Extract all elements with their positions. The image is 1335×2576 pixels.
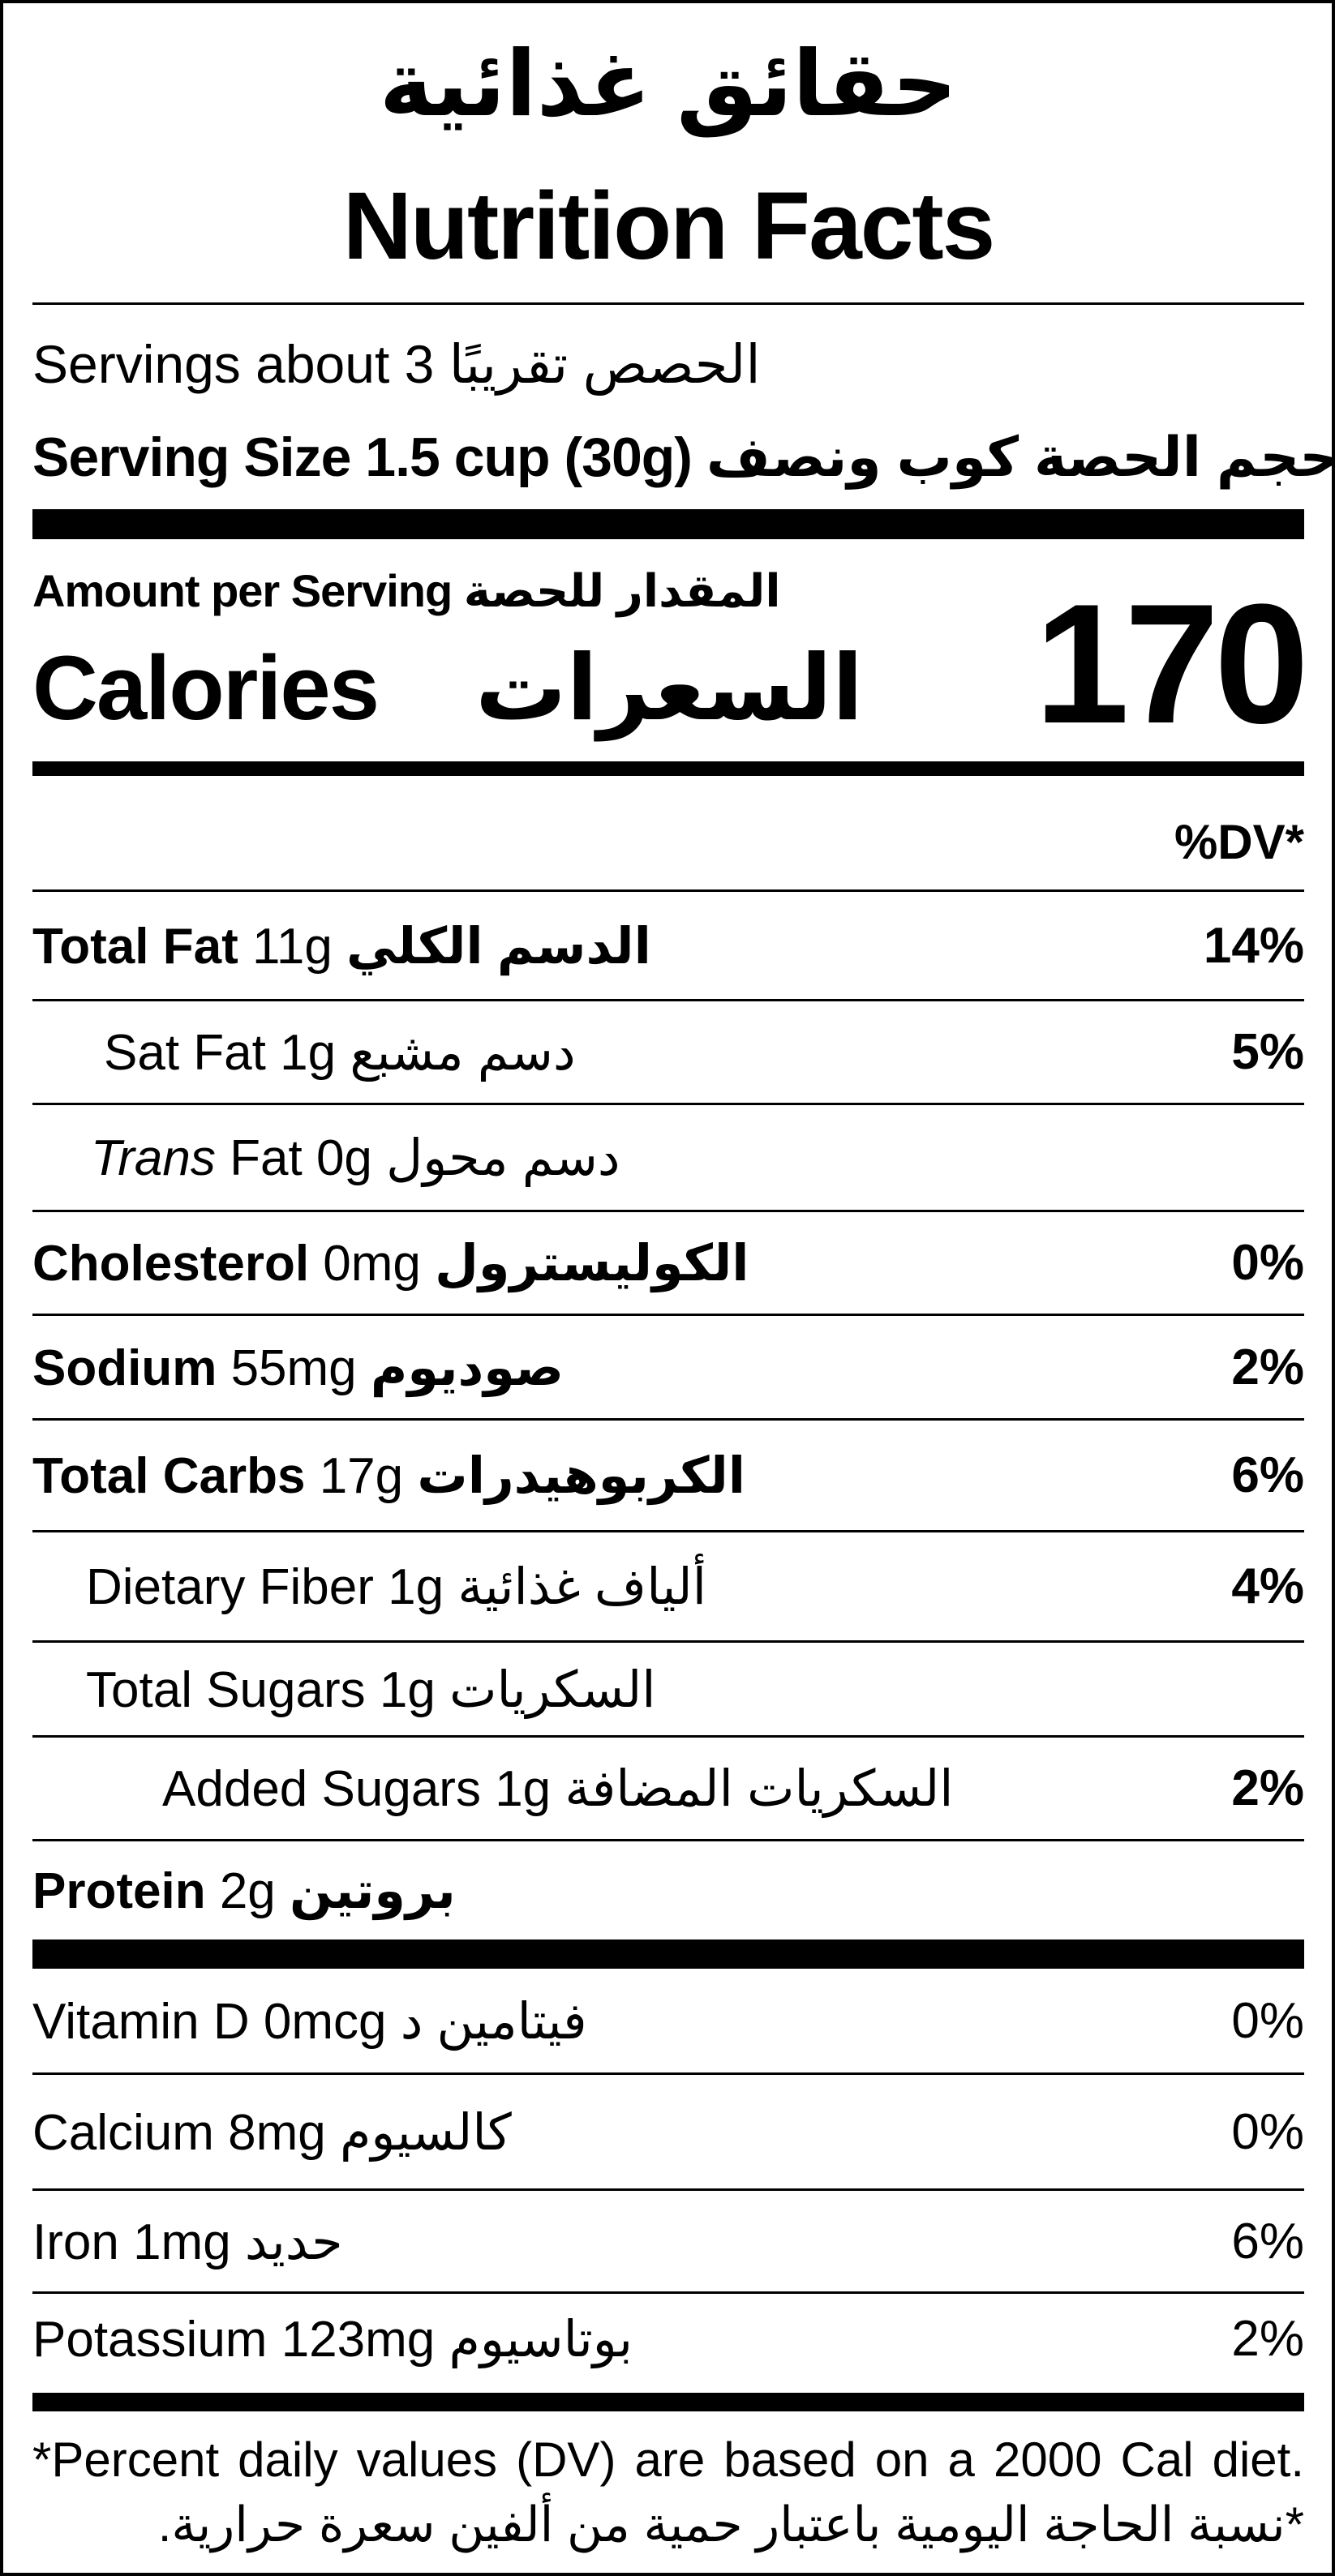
- nutrient-name: Total Fat: [32, 918, 238, 975]
- serving-size-en: Serving Size 1.5 cup (30g): [32, 426, 693, 488]
- nutrient-amount: 17g: [319, 1448, 404, 1504]
- nutrient-dv: 2%: [1231, 1339, 1304, 1395]
- thick-divider: [32, 1940, 1304, 1969]
- amount-per-serving: Amount per Serving المقدار للحصة: [32, 563, 782, 619]
- servings-ar: الحصص تقريبًا: [449, 334, 761, 394]
- vitamin-row-potassium: Potassium 123mg بوتاسيوم 2%: [32, 2294, 1304, 2383]
- nutrient-amount: 0mg: [323, 1236, 421, 1292]
- vitamin-dv: 2%: [1231, 2310, 1304, 2367]
- nutrient-dv: 2%: [1231, 1760, 1304, 1816]
- nutrient-name-ar: الكوليسترول: [435, 1236, 749, 1292]
- nutrient-name-ar: الدسم الكلي: [346, 918, 651, 975]
- nutrient-amount: 1g: [388, 1559, 444, 1615]
- nutrient-dv: 0%: [1231, 1235, 1304, 1291]
- nutrient-name: Added Sugars: [162, 1761, 481, 1817]
- footnote-arabic: *نسبة الحاجة اليومية باعتبار حمية من ألف…: [157, 2497, 1304, 2552]
- vitamin-dv: 6%: [1231, 2213, 1304, 2270]
- vitamin-name-ar: بوتاسيوم: [449, 2311, 633, 2368]
- nutrient-name-ar: بروتين: [290, 1863, 456, 1919]
- nutrient-name: Protein: [32, 1863, 206, 1919]
- vitamin-amount: 123mg: [281, 2311, 436, 2368]
- nutrient-name-suffix: Fat: [230, 1130, 303, 1186]
- nutrient-dv: 5%: [1231, 1024, 1304, 1080]
- nutrient-name-ar: السكريات المضافة: [564, 1761, 954, 1817]
- title-english: Nutrition Facts: [342, 173, 996, 280]
- serving-size: Serving Size 1.5 cup (30g) حجم الحصة كوب…: [32, 421, 1335, 494]
- vitamin-name-ar: كالسيوم: [340, 2104, 512, 2161]
- footnote-english: *Percent daily values (DV) are based on …: [32, 2432, 1304, 2487]
- nutrient-row-cholesterol: Cholesterol 0mg الكوليسترول 0%: [32, 1212, 1304, 1316]
- title-arabic: حقائق غذائية: [379, 33, 958, 135]
- nutrient-name: Trans: [91, 1130, 216, 1186]
- calories-ar: السعرات: [474, 637, 865, 739]
- nutrient-amount: 1g: [495, 1761, 552, 1817]
- nutrient-amount: 2g: [219, 1863, 276, 1919]
- nutrient-dv: 6%: [1231, 1447, 1304, 1503]
- nutrient-amount: 11g: [251, 918, 333, 975]
- servings-per-container: Servings about 3 الحصص تقريبًا: [32, 328, 761, 401]
- calories-label: Calories السعرات: [32, 636, 865, 741]
- nutrient-name: Total Sugars: [86, 1661, 366, 1718]
- nutrient-amount: 55mg: [230, 1339, 357, 1396]
- nutrient-name-ar: دسم مشبع: [350, 1025, 576, 1081]
- vitamin-row-vitamin-d: Vitamin D 0mcg فيتامين د 0%: [32, 1969, 1304, 2075]
- divider: [32, 302, 1304, 305]
- nutrient-row-total-carbs: Total Carbs 17g الكربوهيدرات 6%: [32, 1421, 1304, 1532]
- nutrient-dv: 4%: [1231, 1558, 1304, 1614]
- vitamin-amount: 8mg: [228, 2104, 326, 2161]
- vitamin-amount: 0mcg: [263, 1993, 387, 2050]
- nutrient-name-ar: ألياف غذائية: [457, 1559, 706, 1615]
- nutrient-row-dietary-fiber: Dietary Fiber 1g ألياف غذائية 4%: [32, 1532, 1304, 1643]
- nutrient-name: Sat Fat: [104, 1025, 266, 1081]
- vitamin-name: Calcium: [32, 2104, 214, 2161]
- nutrient-amount: 1g: [379, 1661, 436, 1718]
- thick-divider: [32, 761, 1304, 776]
- vitamin-row-calcium: Calcium 8mg كالسيوم 0%: [32, 2075, 1304, 2191]
- thick-divider: [32, 509, 1304, 539]
- nutrient-name-ar: صوديوم: [370, 1339, 564, 1396]
- serving-size-ar: حجم الحصة كوب ونصف: [706, 426, 1335, 488]
- nutrient-row-protein: Protein 2g بروتين: [32, 1841, 1304, 1940]
- nutrient-amount: 0g: [316, 1130, 372, 1186]
- vitamin-name-ar: فيتامين د: [400, 1993, 587, 2050]
- vitamin-name: Iron: [32, 2214, 119, 2270]
- divider: [32, 889, 1304, 892]
- nutrient-row-trans-fat: Trans Fat 0g دسم محول: [32, 1105, 1304, 1212]
- calories-en: Calories: [32, 637, 380, 739]
- nutrient-name: Cholesterol: [32, 1236, 310, 1292]
- servings-en: Servings about 3: [32, 334, 435, 394]
- nutrient-name-ar: الكربوهيدرات: [417, 1448, 746, 1504]
- amount-en: Amount per Serving: [32, 565, 453, 616]
- nutrient-row-total-sugars: Total Sugars 1g السكريات: [32, 1643, 1304, 1738]
- vitamin-dv: 0%: [1231, 1992, 1304, 2049]
- vitamin-name-ar: حديد: [244, 2214, 343, 2270]
- nutrient-name: Sodium: [32, 1339, 217, 1396]
- calories-value: 170: [1034, 568, 1309, 759]
- nutrient-row-sodium: Sodium 55mg صوديوم 2%: [32, 1316, 1304, 1421]
- nutrient-name: Dietary Fiber: [86, 1559, 374, 1615]
- thick-divider: [32, 2393, 1304, 2411]
- nutrient-dv: 14%: [1203, 917, 1304, 974]
- vitamin-amount: 1mg: [133, 2214, 231, 2270]
- nutrient-row-added-sugars: Added Sugars 1g السكريات المضافة 2%: [32, 1738, 1304, 1841]
- nutrient-amount: 1g: [280, 1025, 337, 1081]
- amount-ar: المقدار للحصة: [463, 565, 782, 616]
- vitamin-row-iron: Iron 1mg حديد 6%: [32, 2191, 1304, 2294]
- nutrient-name-ar: دسم محول: [386, 1130, 620, 1186]
- vitamin-name: Vitamin D: [32, 1993, 250, 2050]
- dv-header: %DV*: [1174, 815, 1304, 869]
- nutrient-row-sat-fat: Sat Fat 1g دسم مشبع 5%: [32, 1001, 1304, 1105]
- nutrient-name: Total Carbs: [32, 1448, 306, 1504]
- vitamin-dv: 0%: [1231, 2103, 1304, 2160]
- nutrient-name-ar: السكريات: [449, 1661, 656, 1718]
- nutrient-row-total-fat: Total Fat 11g الدسم الكلي 14%: [32, 892, 1304, 1001]
- vitamin-name: Potassium: [32, 2311, 268, 2368]
